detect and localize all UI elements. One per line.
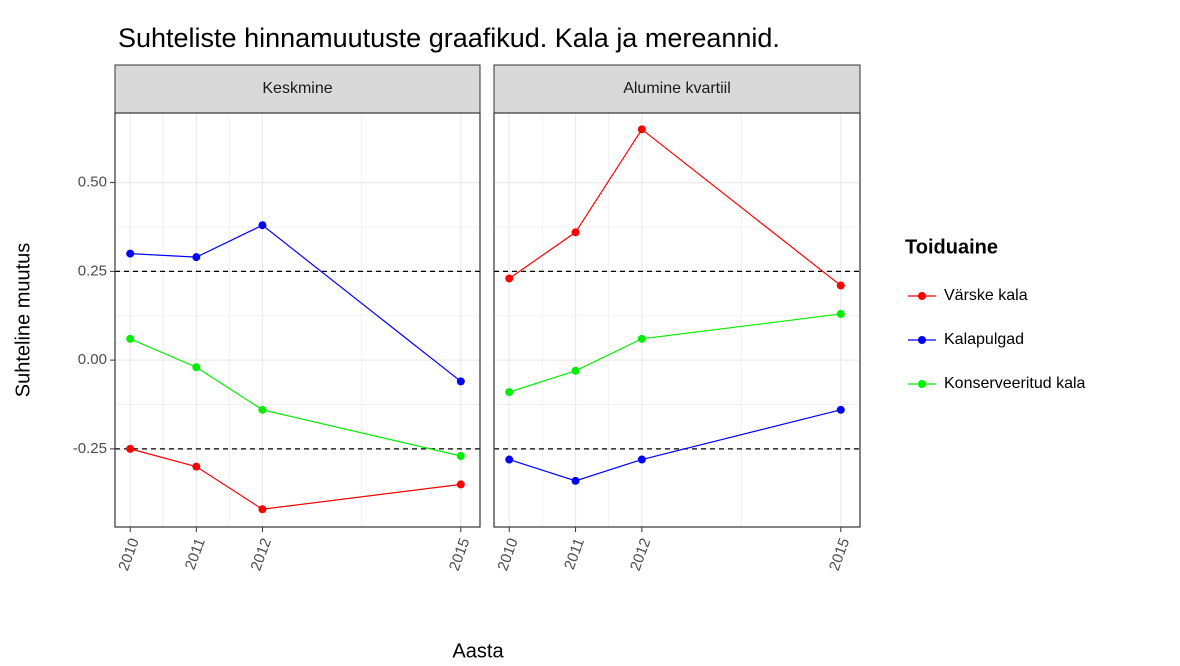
data-point [126,334,135,343]
x-tick-label: 2010 [494,536,521,573]
y-tick-label: 0.00 [78,351,107,368]
data-point [192,253,201,262]
data-point [192,462,201,471]
legend-label: Kalapulgad [944,331,1024,348]
series-line [130,224,462,382]
legend-key-point [918,336,926,344]
series-line [129,338,461,457]
data-point [505,455,514,464]
legend-key-point [918,292,926,300]
data-point [571,366,580,375]
data-point [258,405,267,414]
data-point [836,281,845,290]
data-point [505,274,514,283]
strip-label: Alumine kvartiil [623,80,731,97]
legend-label: Konserveeritud kala [944,375,1086,392]
x-tick-label: 2015 [826,536,853,573]
data-point [192,363,201,372]
panel-border [114,112,481,528]
data-point [456,480,465,489]
x-tick-label: 2011 [561,536,588,572]
data-point [571,476,580,485]
data-point [456,377,465,386]
x-tick-label: 2010 [115,536,142,573]
chart-title: Suhteliste hinnamuutuste graafikud. Kala… [118,23,780,53]
series-line [509,313,841,393]
data-point [258,505,267,514]
strip-label: Keskmine [262,80,332,97]
x-tick-label: 2015 [446,536,473,573]
strip [493,64,861,114]
x-tick-label: 2012 [627,536,654,573]
strip [114,64,481,114]
x-tick-label: 2011 [182,536,209,572]
data-point [571,228,580,237]
y-axis-label: Suhteline muutus [12,243,34,398]
x-axis-label: Aasta [452,640,504,662]
data-point [126,444,135,453]
legend-title: Toiduaine [905,236,998,258]
legend-key-point [918,380,926,388]
series-line [130,448,461,510]
data-point [836,309,845,318]
series-line [508,128,842,287]
data-point [505,388,514,397]
data-point [637,455,646,464]
series-line [509,409,841,482]
y-tick-label: -0.25 [73,440,107,457]
y-tick-label: 0.25 [78,262,107,279]
data-point [637,125,646,134]
legend-label: Värske kala [944,287,1028,304]
data-point [836,405,845,414]
data-point [258,221,267,230]
y-tick-label: 0.50 [78,174,107,191]
data-point [126,249,135,258]
data-point [637,334,646,343]
data-point [456,451,465,460]
x-tick-label: 2012 [248,536,275,573]
panel-border [493,112,861,528]
